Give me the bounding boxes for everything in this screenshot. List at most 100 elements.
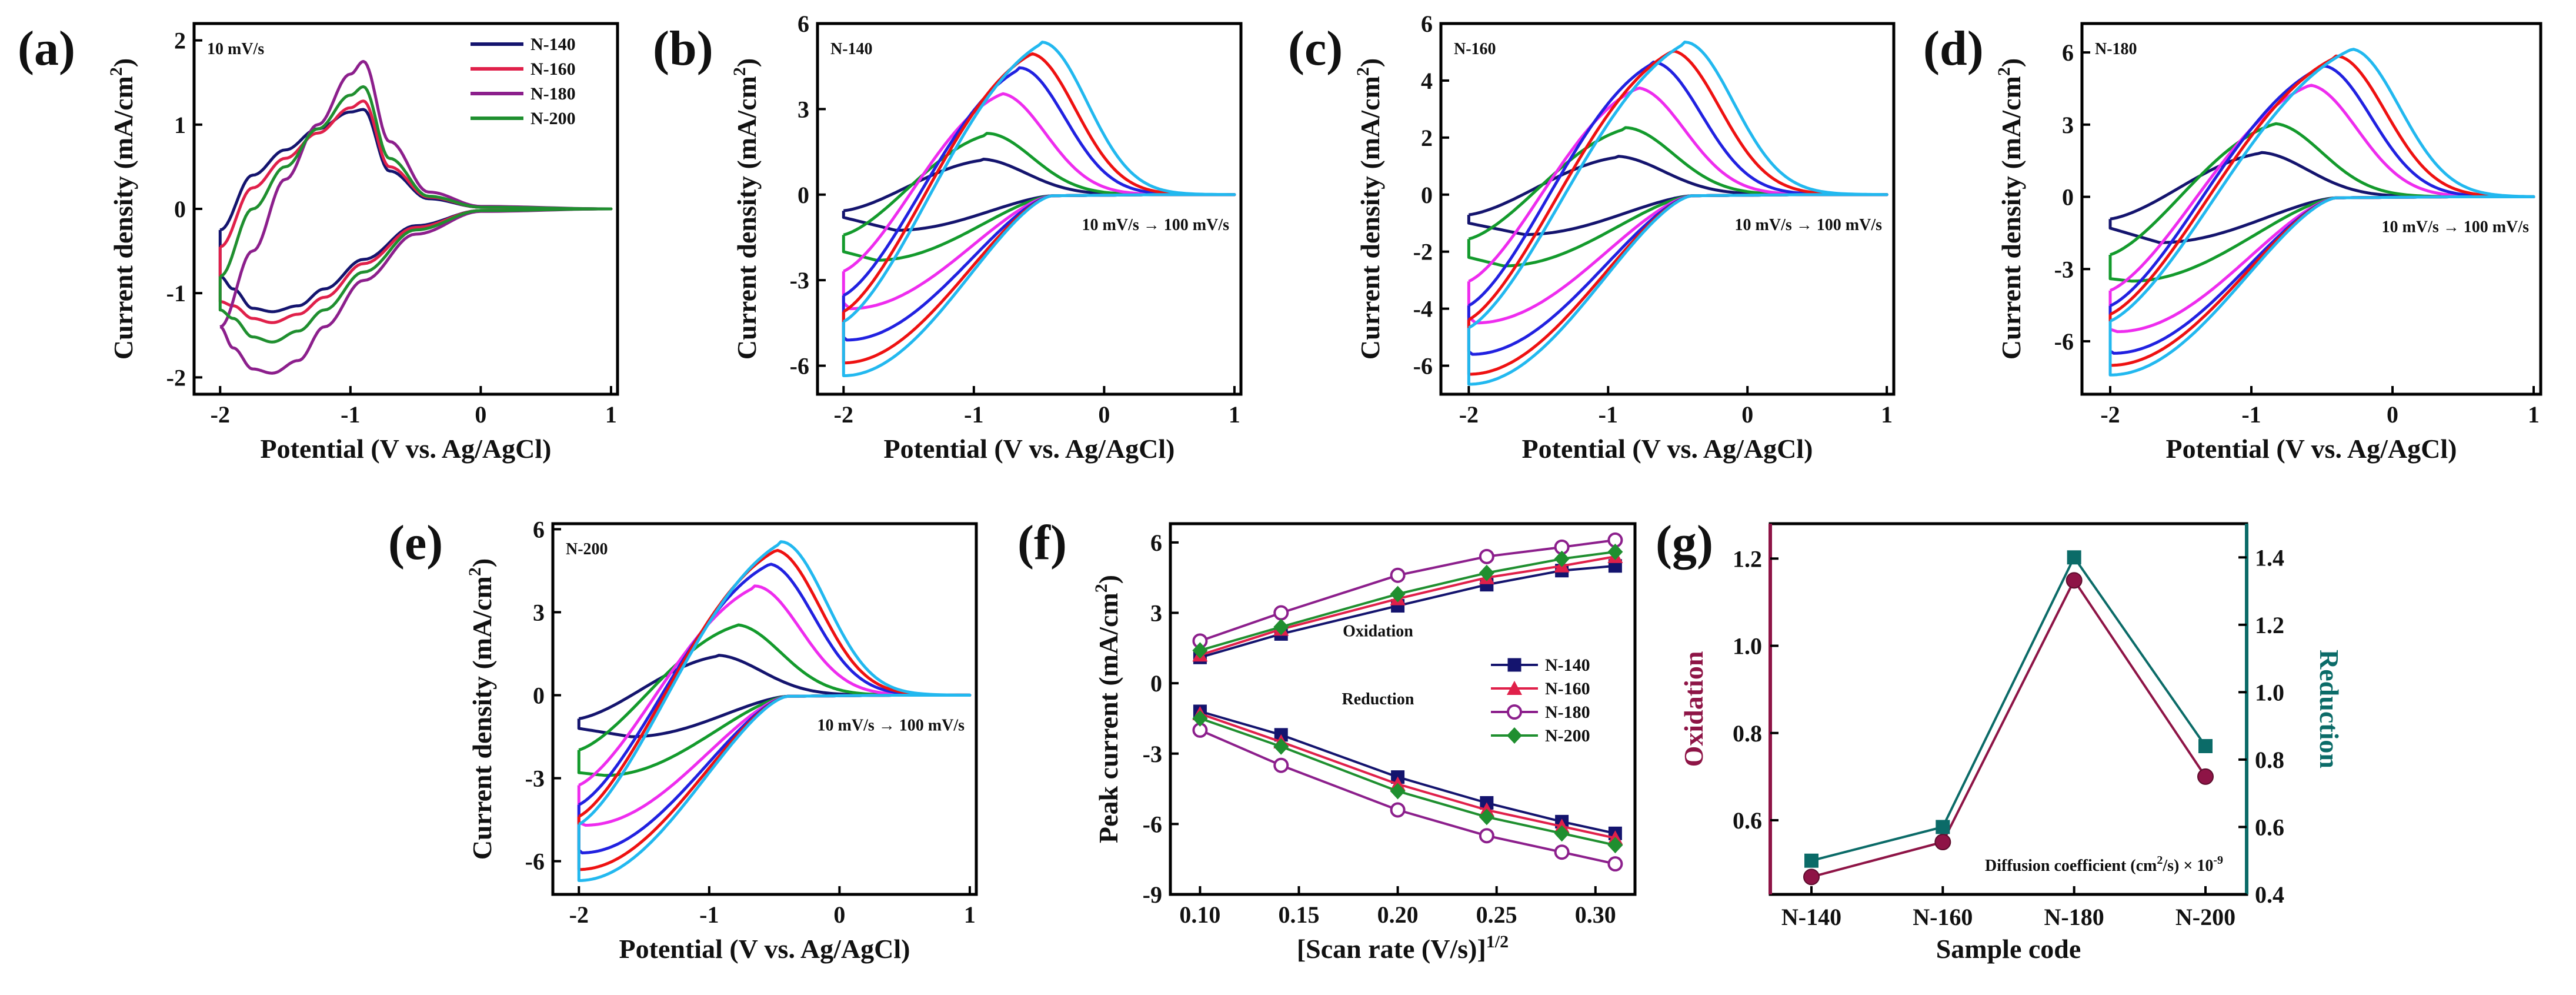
panel-g-left-ytick-label: 0.6 [1733,807,1762,834]
panel-b-ylabel-part: 2 [730,67,749,76]
panel-b-ytick-label: -3 [790,267,809,294]
panel-f-legend-label: N-200 [1545,726,1590,746]
panel-d: (d) -2 -1 0 1 -6 -3 0 3 6 Potential (V vs. Ag/AgCl… [1923,21,2542,464]
panel-f-legend-label: N-140 [1545,655,1590,675]
panel-e-ylabel: Current density (mA/cm2) [465,558,497,860]
panel-d-xtick-label: 1 [2528,401,2540,428]
panel-g-note-part: Diffusion coefficient (cm [1985,857,2157,875]
panel-f-N-160-reduction-line [1199,713,1616,840]
panel-a-ytick-label: 2 [174,28,186,54]
panel-b-annotation: N-140 [830,40,873,58]
panel-d-ytick-label: -3 [2054,256,2074,282]
panel-b-xtick-label: 0 [1098,401,1110,428]
panel-a-ylabel: Current density (mA/cm2) [106,58,138,360]
panel-g-oxidation-marker [2197,768,2214,785]
panel-f-legend-label: N-160 [1545,679,1590,698]
panel-f-N-180-oxidation-marker [1273,605,1289,621]
panel-g-note-part: /s) × 10 [2162,857,2213,875]
panel-c-ytick-label: -6 [1413,353,1433,380]
panel-e-annotation: N-200 [566,540,608,558]
panel-f-N-180-oxidation-marker [1479,548,1494,564]
panel-f-legend-label: N-180 [1545,703,1590,722]
panel-a-series-N-180 [219,59,613,375]
panel-g-letter: (g) [1656,515,1713,570]
panel-g-reduction-line [1811,555,2207,862]
panel-a-annotation: 10 mV/s [207,40,264,58]
panel-b-xtick-label: -2 [834,401,853,428]
panel-f-xtick-label: 0.20 [1377,901,1419,928]
panel-b-ytick-label: -6 [790,353,809,380]
panel-a-ytick-label: -2 [166,364,186,391]
panel-c-ylabel-part: 2 [1353,67,1373,76]
panel-f-xlabel-part: [Scan rate (V/s)] [1297,934,1486,964]
panel-c-ytick-label: 2 [1421,125,1433,151]
panel-c-ylabel-part: ) [1355,58,1385,67]
panel-d-cv-70 [2108,64,2535,355]
panel-f-ytick-label: -6 [1143,811,1162,837]
panel-e-ytick-label: -6 [525,848,545,875]
panel-g-right-ytick-label: 1.0 [2255,679,2284,706]
panel-g-reduction-marker [1804,853,1818,868]
panel-g-ylabel-right: Reduction [2314,650,2344,768]
panel-f-N-180-reduction-marker [1554,844,1570,860]
panel-f-legend-marker [1507,727,1522,744]
panel-b-cv-100 [842,41,1236,377]
panel-a-legend-label: N-140 [530,35,576,54]
panel-d-letter: (d) [1923,21,1984,76]
panel-g-right-ytick-label: 0.4 [2255,881,2284,908]
panel-d-ylabel-part: ) [1996,58,2026,67]
panel-c-xtick-label: -1 [1599,401,1618,428]
panel-d-cv-100 [2108,48,2535,377]
panel-g-note-part: 2 [2157,854,2163,867]
panel-d-xtick-label: -1 [2241,401,2261,428]
panel-g-reduction-marker [2198,739,2213,753]
panel-a-xtick-label: -1 [341,401,360,428]
panel-g-xtick-label: N-160 [1913,904,1973,930]
panel-e-ylabel-part: ) [467,558,497,567]
panel-a-legend-label: N-200 [530,109,576,128]
panel-f-N-180-oxidation-marker [1390,567,1406,583]
panel-c-ylabel: Current density (mA/cm2) [1353,58,1385,360]
panel-b-xlabel: Potential (V vs. Ag/AgCl) [884,434,1175,464]
panel-a-xtick-label: 1 [605,401,617,428]
panel-e-ytick-label: 0 [533,682,545,708]
panel-c-cv-100 [1467,41,1888,386]
panel-a-ylabel-part: ) [108,58,138,67]
panel-e-frame [551,522,978,896]
panel-f-ylabel-part: 2 [1092,584,1111,593]
panel-c-letter: (c) [1288,21,1343,76]
panel-f-N-140-reduction-line [1199,710,1616,835]
panel-b-letter: (b) [653,21,713,76]
panel-a-letter: (a) [18,21,75,76]
panel-a-xtick-label: -2 [211,401,230,428]
panel-f-N-200-reduction-line [1199,717,1616,847]
panel-f: (f) 0.10 0.15 0.20 0.25 0.30 -9 -6 -3 0 3 6 [Scan ra… [1017,515,1637,964]
panel-d-ytick-label: 3 [2062,112,2074,138]
panel-f-N-200-oxidation-marker [1273,618,1289,635]
panel-g-xtick-label: N-140 [1781,904,1841,930]
panel-f-N-140-oxidation-line [1199,564,1616,659]
panel-f-reduction-label: Reduction [1342,690,1414,708]
panel-f-xlabel: [Scan rate (V/s)]1/2 [1297,932,1509,964]
panel-a-ylabel-part: 2 [106,67,126,76]
panel-e-ylabel-part: 2 [465,567,485,576]
panel-a-series-N-200 [218,85,613,344]
panel-g-oxidation-line [1811,578,2207,878]
panel-f-N-200-reduction-marker [1192,710,1208,727]
panel-f-legend-marker [1507,658,1521,672]
panel-g-left-ytick-label: 1.0 [1733,633,1762,660]
panel-b-xtick-label: 1 [1229,401,1240,428]
panel-f-N-200-oxidation-marker [1479,564,1494,581]
panel-f-xtick-label: 0.15 [1279,901,1320,928]
panel-a-ytick-label: 0 [174,196,186,222]
panel-e-xtick-label: 0 [833,901,845,928]
panel-f-frame [1169,522,1637,896]
panel-b-ytick-label: 3 [798,96,809,122]
panel-d-xlabel: Potential (V vs. Ag/AgCl) [2166,434,2457,464]
panel-g-oxidation-marker [1803,868,1820,886]
panel-f-N-200-oxidation-marker [1554,550,1570,567]
panel-f-xlabel-part: 1/2 [1486,932,1509,951]
panel-d-xtick-label: 0 [2387,401,2398,428]
panel-a: (a) -2 -1 0 1 -2 -1 0 1 2 Potential (V vs. Ag/AgCl… [18,21,619,464]
panel-f-N-180-reduction-marker [1607,856,1623,872]
